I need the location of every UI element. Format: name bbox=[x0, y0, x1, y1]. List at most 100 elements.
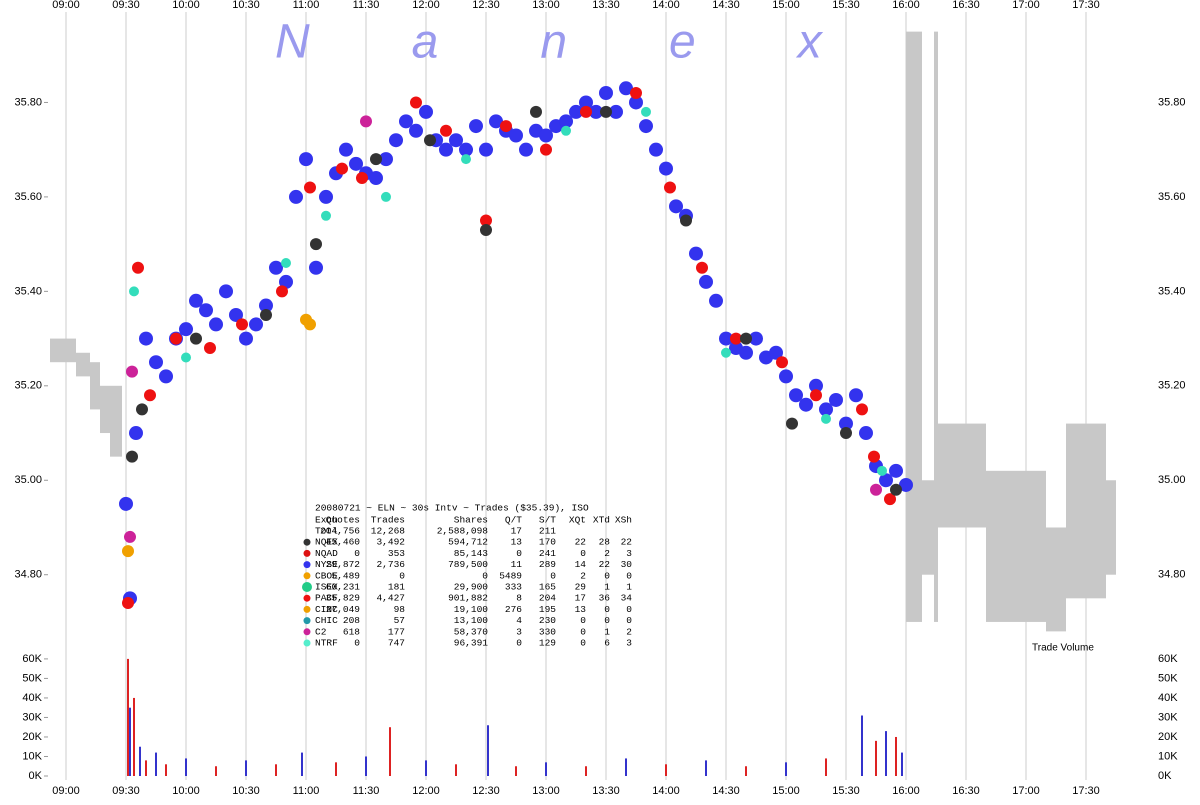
trade-point bbox=[840, 427, 852, 440]
x-tick-label: 16:30 bbox=[952, 0, 980, 11]
table-cell: 0 bbox=[550, 570, 556, 581]
trade-point bbox=[236, 318, 248, 331]
table-cell: 17 bbox=[511, 526, 522, 537]
table-cell: 22 bbox=[599, 559, 611, 570]
trade-point bbox=[619, 81, 633, 96]
y2-tick-label: 30K bbox=[1158, 711, 1178, 723]
y2-tick-label: 34.80 bbox=[1158, 569, 1186, 581]
table-cell: 195 bbox=[539, 604, 556, 615]
trade-point bbox=[122, 545, 134, 558]
y-tick-label: 35.40 bbox=[14, 285, 42, 297]
trade-point bbox=[877, 465, 887, 476]
trade-point bbox=[310, 238, 322, 251]
quote-range bbox=[986, 470, 1046, 622]
y2-tick-label: 35.60 bbox=[1158, 191, 1186, 203]
trade-point bbox=[779, 369, 793, 384]
table-cell: 330 bbox=[539, 626, 556, 637]
x-tick-label: 13:00 bbox=[532, 785, 560, 797]
table-cell: 85,143 bbox=[454, 548, 489, 559]
table-cell: 0 bbox=[604, 615, 610, 626]
table-cell: 5489 bbox=[499, 570, 522, 581]
volume-bar bbox=[139, 746, 141, 776]
table-cell: 0 bbox=[482, 570, 488, 581]
table-header: XQt bbox=[569, 515, 586, 526]
table-cell: C2 bbox=[315, 626, 327, 637]
trade-point bbox=[299, 152, 313, 167]
trade-point bbox=[629, 95, 643, 110]
x-tick-label: 09:00 bbox=[52, 0, 80, 11]
table-cell: 29,900 bbox=[454, 582, 489, 593]
legend-marker bbox=[303, 561, 311, 569]
table-cell: 13 bbox=[575, 604, 587, 615]
trade-point bbox=[459, 142, 473, 157]
trade-point bbox=[641, 106, 651, 117]
y-tick-label: 40K bbox=[22, 692, 42, 704]
trade-point bbox=[659, 161, 673, 176]
trade-point bbox=[439, 142, 453, 157]
trade-point bbox=[776, 356, 788, 369]
quote-range bbox=[938, 423, 986, 528]
watermark: Nanex bbox=[275, 16, 924, 69]
x-tick-label: 09:30 bbox=[112, 0, 140, 11]
table-cell: 8 bbox=[516, 593, 522, 604]
volume-bar bbox=[245, 760, 247, 776]
y2-tick-label: 0K bbox=[1158, 770, 1172, 782]
table-cell: 353 bbox=[388, 548, 405, 559]
table-cell: 35,829 bbox=[326, 593, 361, 604]
quote-range bbox=[50, 338, 76, 363]
table-cell: 28 bbox=[599, 537, 611, 548]
y-tick-label: 35.20 bbox=[14, 380, 42, 392]
table-cell: 0 bbox=[604, 604, 610, 615]
trade-point bbox=[360, 115, 372, 128]
trade-point bbox=[569, 104, 583, 119]
trade-point bbox=[260, 308, 272, 321]
volume-bar bbox=[745, 766, 747, 776]
volume-bar bbox=[625, 758, 627, 776]
table-cell: 2 bbox=[580, 570, 586, 581]
table-cell: 289 bbox=[539, 559, 556, 570]
trade-point bbox=[530, 105, 542, 118]
annotation: Trade Volume bbox=[1032, 643, 1094, 654]
trade-point bbox=[126, 450, 138, 463]
y2-tick-label: 40K bbox=[1158, 692, 1178, 704]
table-cell: 0 bbox=[354, 548, 360, 559]
trade-point bbox=[410, 96, 422, 109]
trade-point bbox=[479, 142, 493, 157]
legend-marker bbox=[303, 605, 311, 613]
x-tick-label: 10:30 bbox=[232, 0, 260, 11]
trade-point bbox=[721, 347, 731, 358]
table-cell: 12,268 bbox=[371, 526, 406, 537]
table-cell: 2,736 bbox=[376, 559, 405, 570]
table-cell: 0 bbox=[580, 615, 586, 626]
table-cell: 11 bbox=[511, 559, 523, 570]
trade-point bbox=[719, 331, 733, 346]
table-cell: 30 bbox=[621, 559, 633, 570]
volume-bar bbox=[545, 762, 547, 776]
table-cell: 0 bbox=[354, 638, 360, 649]
trade-point bbox=[269, 260, 283, 275]
table-header: Shares bbox=[454, 515, 488, 526]
quote-range bbox=[90, 362, 100, 410]
trade-point bbox=[786, 417, 798, 430]
trade-point bbox=[559, 114, 573, 129]
trade-point bbox=[461, 154, 471, 165]
volume-bar bbox=[301, 752, 303, 776]
table-cell: 3,492 bbox=[376, 537, 405, 548]
trade-point bbox=[890, 483, 902, 496]
trade-point bbox=[600, 105, 612, 118]
trade-point bbox=[789, 388, 803, 403]
trade-point bbox=[669, 199, 683, 214]
y2-tick-label: 10K bbox=[1158, 750, 1178, 762]
trade-point bbox=[449, 133, 463, 148]
table-cell: 58,370 bbox=[454, 626, 489, 637]
trade-point bbox=[321, 210, 331, 221]
table-cell: 2,588,098 bbox=[437, 526, 489, 537]
trade-point bbox=[149, 355, 163, 370]
table-header: S/T bbox=[539, 515, 556, 526]
trade-point bbox=[129, 286, 139, 297]
table-cell: 96,391 bbox=[454, 638, 489, 649]
volume-bar bbox=[885, 731, 887, 776]
quote-range bbox=[110, 385, 122, 457]
trade-point bbox=[440, 124, 452, 137]
